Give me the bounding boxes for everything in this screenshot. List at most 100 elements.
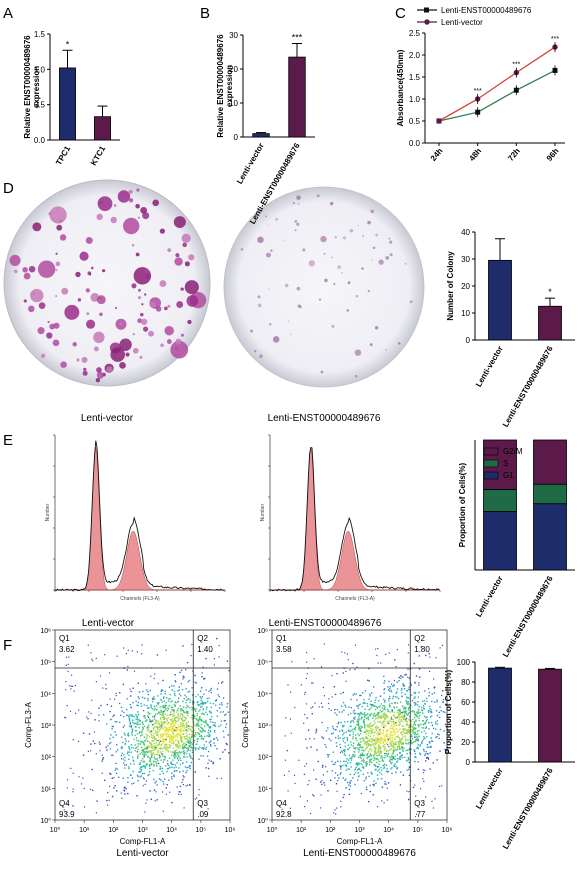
flow-event: [394, 738, 396, 740]
flow-event: [132, 756, 134, 758]
flow-event: [368, 740, 370, 742]
flow-event: [177, 740, 179, 742]
colonies-vector: [9, 188, 207, 383]
flow-event: [441, 694, 443, 697]
flow-event: [188, 746, 191, 748]
flow-event: [431, 732, 433, 735]
colony-dot: [268, 288, 270, 290]
flow-event: [353, 755, 355, 757]
flow-event: [358, 728, 360, 730]
flow-event: [141, 746, 143, 749]
flow-event: [418, 729, 420, 732]
flow-event: [353, 773, 355, 776]
flow-event: [405, 720, 408, 722]
flow-event: [404, 732, 406, 735]
flow-event: [368, 743, 370, 745]
y-tick-label: 1.5: [34, 30, 46, 39]
flow-event: [124, 759, 126, 762]
flow-event: [359, 746, 361, 749]
flow-event: [357, 744, 359, 746]
flow-event: [213, 724, 216, 726]
flow-event: [423, 723, 425, 725]
flow-event: [191, 643, 193, 646]
flow-event: [411, 734, 413, 736]
flow-event: [145, 802, 147, 804]
colony-dot: [290, 333, 292, 335]
flow-event: [390, 732, 392, 734]
flow-event: [164, 756, 167, 759]
flow-event: [411, 694, 413, 696]
flow-event: [164, 709, 166, 712]
panel-label-b: B: [200, 5, 210, 22]
flow-event: [372, 783, 374, 785]
flow-event: [334, 761, 337, 763]
flow-event: [204, 735, 206, 738]
flow-event: [203, 693, 205, 695]
flow-event: [293, 774, 296, 776]
flow-event: [359, 754, 361, 756]
flow-event: [422, 720, 424, 722]
flow-event: [410, 729, 412, 731]
flow-event: [161, 714, 163, 716]
flow-event: [202, 755, 204, 757]
flow-event: [423, 715, 426, 718]
flow-event: [398, 758, 400, 760]
flow-event: [331, 696, 333, 698]
colony-dot: [113, 204, 117, 207]
flow-event: [352, 662, 354, 665]
flow-event: [194, 715, 196, 717]
flow-event: [396, 688, 399, 690]
flow-event: [321, 736, 323, 738]
flow-event: [160, 744, 163, 746]
colony-dot: [55, 252, 58, 255]
colony-dot: [173, 216, 186, 229]
flow-event: [422, 738, 425, 740]
flow-event: [187, 747, 190, 750]
flow-event: [143, 740, 146, 742]
quadrant-q3-label: Q3: [414, 799, 425, 808]
flow-event: [395, 666, 397, 668]
flow-event: [114, 769, 116, 771]
flow-event: [191, 726, 194, 729]
flow-event: [72, 805, 74, 807]
flow-event: [350, 712, 352, 715]
flow-event: [169, 740, 171, 742]
flow-event: [78, 776, 80, 778]
flow-event: [422, 727, 425, 729]
flow-event: [114, 698, 116, 700]
flow-event: [162, 780, 164, 783]
flow-event: [210, 721, 212, 723]
flow-event: [352, 754, 354, 756]
flow-event: [157, 682, 159, 685]
flow-event: [425, 732, 427, 735]
flow-event: [418, 714, 421, 717]
flow-event: [214, 731, 216, 733]
flow-event: [399, 755, 401, 758]
flow-event: [174, 750, 177, 752]
flow-event: [360, 711, 362, 714]
colony-dot: [164, 325, 174, 336]
flow-event: [209, 730, 212, 732]
flow-event: [396, 649, 398, 651]
flow-event: [151, 756, 153, 758]
flow-event: [362, 740, 364, 742]
flow-event: [65, 656, 68, 658]
flow-event: [368, 800, 370, 803]
flow-event: [322, 737, 325, 740]
flow-event: [158, 741, 160, 744]
flow-event: [344, 750, 346, 752]
flow-event: [391, 759, 393, 761]
flow-event: [353, 747, 355, 749]
flow-event: [167, 734, 170, 737]
flow-event: [352, 733, 354, 736]
flow-event: [344, 764, 346, 766]
flow-event: [67, 663, 69, 665]
flow-event: [161, 721, 163, 724]
flow-event: [430, 746, 432, 748]
flow-event: [67, 670, 69, 672]
flow-event: [379, 737, 381, 739]
flow-event: [199, 730, 201, 732]
flow-event: [352, 711, 355, 713]
flow-event: [412, 718, 414, 720]
legend-entry: G1: [503, 471, 514, 480]
